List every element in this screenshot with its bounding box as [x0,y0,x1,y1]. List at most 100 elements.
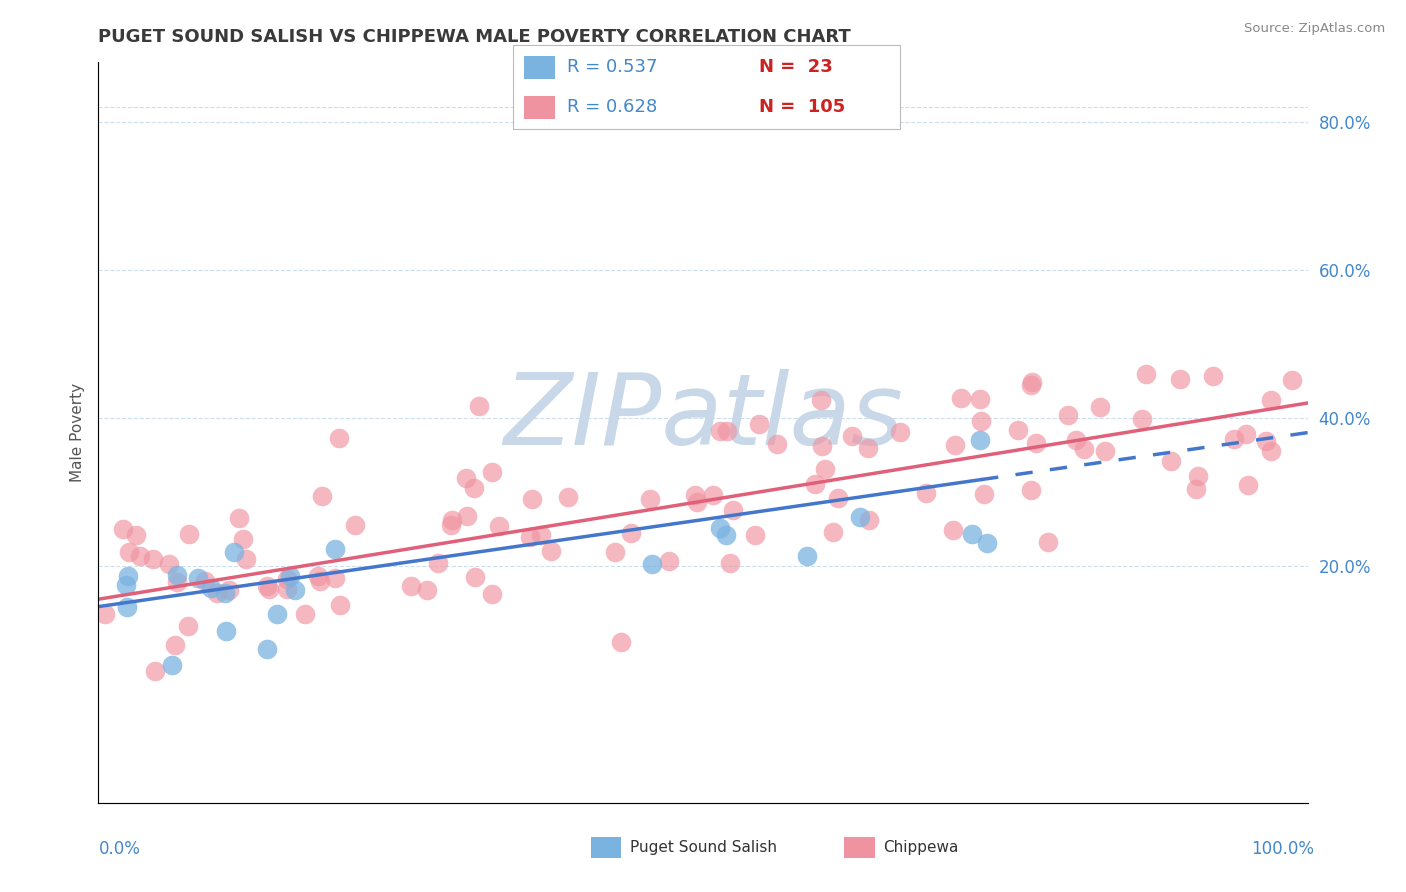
Point [658,554,681,568]
Point [114,578,136,592]
Text: 0.0%: 0.0% [98,840,141,858]
Point [214,586,236,600]
Text: N =  105: N = 105 [759,98,845,116]
Point [702,488,724,502]
Point [540,544,562,558]
Point [177,527,200,541]
Text: PUGET SOUND SALISH VS CHIPPEWA MALE POVERTY CORRELATION CHART: PUGET SOUND SALISH VS CHIPPEWA MALE POVE… [98,28,851,45]
Point [720,556,742,570]
Point [463,481,485,495]
Point [1281,373,1303,387]
Point [858,513,880,527]
Point [143,664,166,678]
Point [464,569,486,583]
Point [200,582,222,596]
Point [284,582,307,597]
Point [1260,444,1282,458]
Point [1036,535,1059,549]
Point [827,491,849,506]
Point [309,574,332,588]
Point [232,532,254,546]
Point [810,392,832,407]
Point [481,587,503,601]
Point [686,495,709,509]
Point [1057,408,1080,422]
Point [1160,454,1182,468]
Point [1073,442,1095,456]
Point [328,431,350,445]
Point [849,510,872,524]
Point [129,549,152,563]
Point [969,414,991,428]
Point [1094,443,1116,458]
Point [344,518,367,533]
Point [856,442,879,456]
Point [118,545,141,559]
Text: Puget Sound Salish: Puget Sound Salish [630,840,778,855]
Point [949,391,972,405]
Point [1064,434,1087,448]
Point [942,523,965,537]
Point [194,574,217,589]
Point [112,522,135,536]
Point [766,437,789,451]
Point [256,642,278,657]
Text: Chippewa: Chippewa [883,840,959,855]
Point [796,549,818,563]
Point [811,439,834,453]
Point [439,518,461,533]
Point [744,528,766,542]
Y-axis label: Male Poverty: Male Poverty [69,383,84,483]
Point [969,392,991,406]
Point [187,571,209,585]
Point [1135,367,1157,381]
Point [256,579,278,593]
Point [685,488,707,502]
Point [519,530,541,544]
Point [943,438,966,452]
Point [235,552,257,566]
Point [276,572,298,586]
Text: ZIPatlas: ZIPatlas [503,369,903,467]
Point [520,492,543,507]
Point [1007,423,1029,437]
Point [714,528,737,542]
Point [401,579,423,593]
Point [228,511,250,525]
Point [973,486,995,500]
Point [557,490,579,504]
Point [814,462,837,476]
Point [456,509,478,524]
Point [841,429,863,443]
Point [125,528,148,542]
Point [821,524,844,539]
Point [1019,378,1042,392]
Point [1202,369,1225,384]
Point [481,465,503,479]
Point [266,607,288,621]
Point [1237,477,1260,491]
Point [311,489,333,503]
Point [889,425,911,439]
Point [157,557,180,571]
Point [1021,375,1043,389]
Point [709,521,731,535]
Point [165,638,187,652]
Point [1090,400,1112,414]
Point [214,624,236,638]
Point [166,567,188,582]
Text: Source: ZipAtlas.com: Source: ZipAtlas.com [1244,22,1385,36]
Point [205,585,228,599]
Point [1187,469,1209,483]
Point [914,485,936,500]
Point [1254,434,1277,449]
Point [224,545,246,559]
Point [962,526,984,541]
Point [530,528,553,542]
Point [177,619,200,633]
Point [605,545,627,559]
Point [969,433,991,447]
Text: N =  23: N = 23 [759,59,832,77]
Point [638,492,661,507]
Point [307,569,329,583]
